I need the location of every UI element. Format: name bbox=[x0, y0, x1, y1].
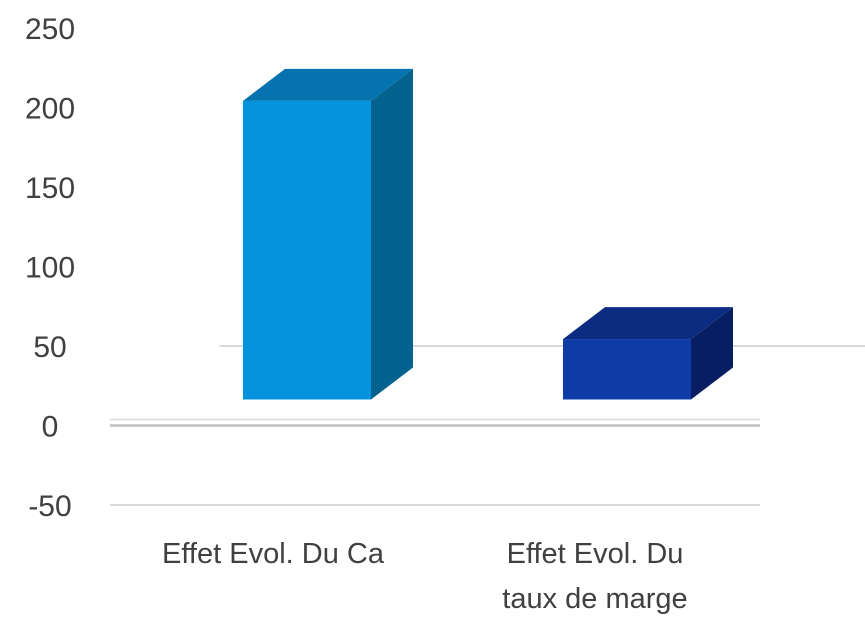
category-labels: Effet Evol. Du Ca Effet Evol. Du taux de m… bbox=[162, 538, 688, 615]
bars bbox=[243, 68, 733, 400]
bar-front bbox=[243, 100, 371, 400]
y-tick-label: 150 bbox=[25, 172, 75, 205]
y-axis-tick-labels: 250 200 150 100 50 0 -50 bbox=[25, 13, 75, 523]
y-tick-label: 250 bbox=[25, 13, 75, 46]
bar-top bbox=[563, 307, 733, 340]
y-tick-label: 100 bbox=[25, 252, 75, 285]
y-tick-label: -50 bbox=[28, 490, 71, 523]
bar-front bbox=[563, 339, 691, 400]
y-tick-label: 0 bbox=[42, 411, 59, 444]
gridlines bbox=[110, 345, 865, 506]
bar-top bbox=[243, 68, 413, 101]
y-tick-label: 50 bbox=[33, 331, 66, 364]
bar-side bbox=[691, 307, 733, 400]
category-label: Effet Evol. Du Ca bbox=[162, 538, 385, 570]
bar-side bbox=[371, 68, 413, 400]
category-label: Effet Evol. Du taux de marge bbox=[502, 538, 687, 615]
y-tick-label: 200 bbox=[25, 93, 75, 126]
